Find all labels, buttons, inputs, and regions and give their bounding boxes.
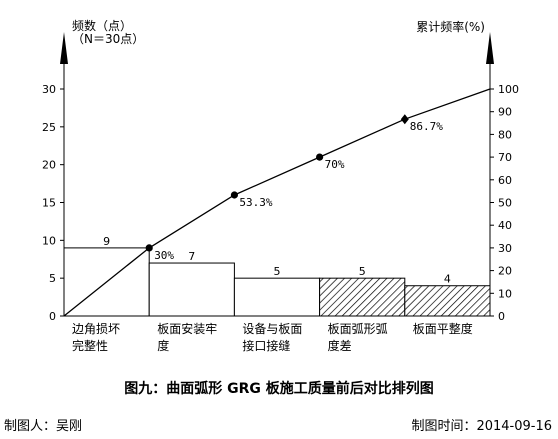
category-label: 度差 xyxy=(328,338,352,353)
bar xyxy=(148,262,235,317)
cumulative-point xyxy=(145,244,153,252)
right-tick-label: 80 xyxy=(498,128,512,141)
right-tick-label: 90 xyxy=(498,106,512,119)
bar xyxy=(404,285,491,317)
figure-caption: 图九：曲面弧形 GRG 板施工质量前后对比排列图 xyxy=(124,381,434,397)
bar xyxy=(233,277,321,317)
right-tick-label: 70 xyxy=(498,151,512,164)
category-label: 板面弧形弧 xyxy=(328,322,388,336)
cumulative-point xyxy=(316,153,324,161)
bar xyxy=(319,277,406,317)
left-tick-label: 15 xyxy=(42,197,56,210)
bar-value-label: 7 xyxy=(188,250,195,263)
left-tick-label: 10 xyxy=(42,234,56,247)
bars: 9 7 5 5 4 xyxy=(63,235,491,317)
axis-titles: 频数（点）（N＝30点） 累计频率(%) xyxy=(72,18,485,46)
right-tick-label: 30 xyxy=(498,242,512,255)
right-tick-label: 40 xyxy=(498,219,512,232)
right-tick-label: 100 xyxy=(498,83,519,96)
cumulative-point xyxy=(230,191,238,199)
cumulative-curve: 30% 53.3% 70% 86.7% xyxy=(63,88,491,317)
category-label: 接口接缝 xyxy=(242,338,290,353)
cumulative-label: 86.7% xyxy=(410,120,443,133)
right-tick-label: 60 xyxy=(498,174,512,187)
left-tick-label: 25 xyxy=(42,121,56,134)
category-label: 设备与板面 xyxy=(242,322,302,336)
left-axis-title: 频数（点） xyxy=(72,18,132,33)
left-axis-arrow xyxy=(60,32,68,64)
bar-value-label: 9 xyxy=(103,235,110,248)
right-tick-label: 10 xyxy=(498,287,512,300)
category-label: 板面安装牢 xyxy=(157,321,217,336)
bar-value-label: 5 xyxy=(359,265,366,278)
left-tick-label: 20 xyxy=(42,159,56,172)
category-label: 度 xyxy=(157,338,169,353)
cumulative-line xyxy=(63,88,491,317)
category-label: 板面平整度 xyxy=(413,321,473,336)
left-axis-title: （N＝30点） xyxy=(72,32,144,46)
left-tick-label: 5 xyxy=(49,272,56,285)
right-axis-arrow xyxy=(486,32,494,64)
cumulative-label: 70% xyxy=(325,158,345,171)
pareto-chart: 9 7 5 5 4 30% 53.3% 70% 86.7% 0 5 10 15 20 25 30 0 10 20… xyxy=(42,18,519,353)
cumulative-point xyxy=(400,114,409,125)
left-tick-label: 0 xyxy=(49,310,56,323)
chart-maker: 制图人：吴刚 xyxy=(4,419,83,434)
right-tick-label: 0 xyxy=(498,310,505,323)
category-label: 完整性 xyxy=(72,338,108,353)
cumulative-label: 53.3% xyxy=(239,196,272,209)
left-tick-label: 30 xyxy=(42,83,56,96)
bar-value-label: 4 xyxy=(444,273,451,286)
bar-value-label: 5 xyxy=(274,265,281,278)
right-axis-title: 累计频率(%) xyxy=(416,19,485,34)
cumulative-label: 30% xyxy=(154,249,174,262)
category-label: 边角损坏 xyxy=(72,322,120,336)
ticks: 0 5 10 15 20 25 30 0 10 20 30 40 50 60 70 80 90 100 xyxy=(42,83,519,323)
right-tick-label: 50 xyxy=(498,197,512,210)
chart-date: 制图时间：2014-09-16 xyxy=(411,419,552,434)
right-tick-label: 20 xyxy=(498,265,512,278)
